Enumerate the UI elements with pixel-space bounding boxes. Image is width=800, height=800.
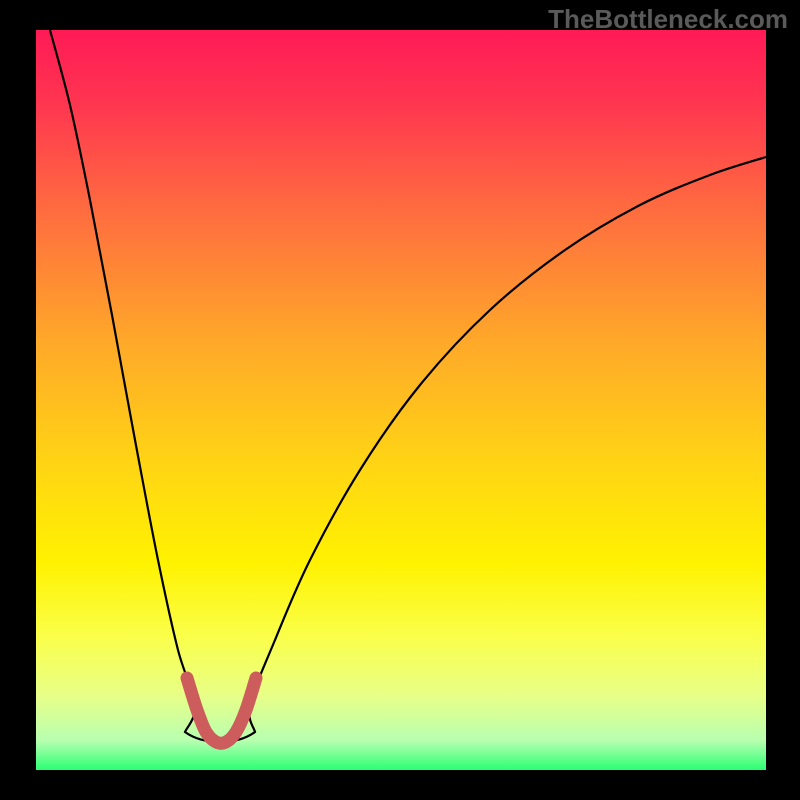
bottleneck-curve <box>50 30 766 742</box>
trough-highlight <box>187 678 256 743</box>
chart-overlay <box>0 0 800 800</box>
watermark-text: TheBottleneck.com <box>548 4 788 35</box>
